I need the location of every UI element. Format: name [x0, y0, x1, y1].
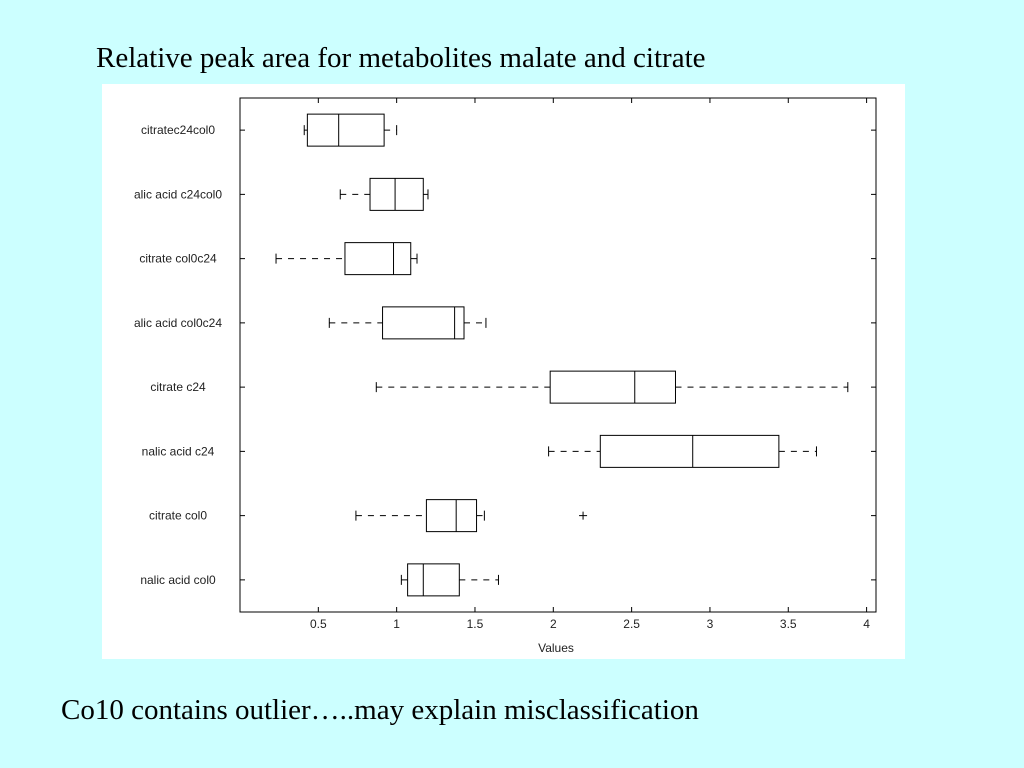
y-category-label: alic acid c24col0	[134, 187, 222, 201]
slide-caption: Co10 contains outlier…..may explain misc…	[61, 694, 699, 726]
x-tick-label: 0.5	[310, 617, 327, 631]
x-axis-label: Values	[538, 641, 574, 655]
x-tick-label: 2.5	[623, 617, 640, 631]
box-iqr	[407, 563, 460, 597]
box-iqr	[382, 306, 465, 340]
x-tick-label: 3	[707, 617, 714, 631]
y-category-label: nalic acid c24	[142, 444, 215, 458]
y-category-label: alic acid col0c24	[134, 316, 222, 330]
slide-title: Relative peak area for metabolites malat…	[96, 42, 706, 74]
box-iqr	[369, 177, 424, 211]
box-iqr	[599, 434, 780, 468]
plot-axes-frame	[239, 97, 877, 613]
boxplot-chart: 0.5 1 1.5 2 2.5 3 3.5 4 citratec24col0 alic acid …	[134, 97, 877, 655]
x-tick-label: 1.5	[467, 617, 484, 631]
x-tick-label: 2	[550, 617, 557, 631]
box-iqr	[549, 370, 676, 404]
x-tick-label: 1	[393, 617, 400, 631]
x-tick-label: 3.5	[780, 617, 797, 631]
y-category-label: nalic acid col0	[140, 573, 216, 587]
x-tick-label: 4	[863, 617, 870, 631]
y-category-label: citrate col0	[149, 509, 207, 523]
y-category-label: citrate col0c24	[139, 252, 217, 266]
boxplot-panel: 0.5 1 1.5 2 2.5 3 3.5 4 citratec24col0 alic acid …	[102, 84, 905, 659]
box-iqr	[306, 113, 385, 147]
box-iqr	[425, 499, 478, 533]
y-category-label: citratec24col0	[141, 123, 215, 137]
box-iqr	[344, 242, 412, 276]
y-category-label: citrate c24	[150, 380, 206, 394]
outlier-marker	[579, 511, 588, 520]
